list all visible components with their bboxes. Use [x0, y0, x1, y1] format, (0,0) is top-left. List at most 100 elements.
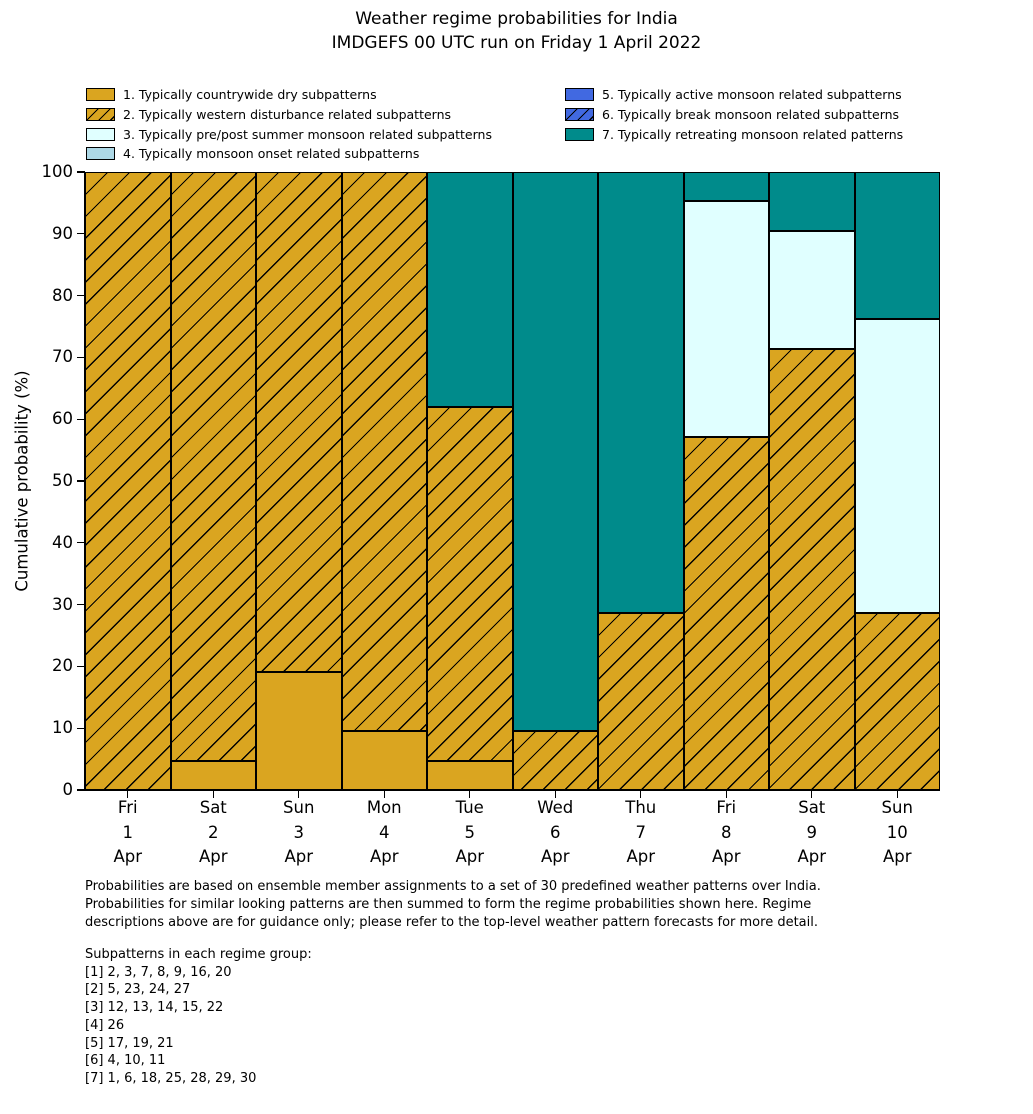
legend-swatch-regime-5 — [565, 88, 594, 102]
bar-segment-day1-regime-2 — [85, 172, 171, 790]
chart-title-line-1: Weather regime probabilities for India — [355, 9, 678, 29]
y-tick-label-20: 20 — [52, 656, 73, 676]
legend-swatch-regime-7 — [565, 127, 594, 141]
bar-segment-day5-regime-2 — [427, 407, 513, 761]
legend-swatch-regime-3 — [86, 127, 115, 141]
legend-column-right: 5. Typically active monsoon related subp… — [565, 85, 903, 144]
legend-swatch-regime-4 — [86, 147, 115, 161]
chart-title-line-2: IMDGEFS 00 UTC run on Friday 1 April 202… — [331, 33, 702, 53]
x-tick-tue-5 — [469, 791, 471, 798]
legend-item-regime-3: 3. Typically pre/post summer monsoon rel… — [86, 124, 492, 144]
y-tick-60 — [77, 418, 85, 420]
y-tick-70 — [77, 356, 85, 359]
bar-segment-day9-regime-3 — [769, 230, 855, 349]
y-tick-label-40: 40 — [52, 532, 73, 552]
x-tick-label-tue-5: Tue 5 Apr — [455, 798, 485, 866]
legend-label-regime-1: 1. Typically countrywide dry subpatterns — [123, 87, 377, 103]
bar-segment-day8-regime-2 — [683, 436, 769, 790]
y-tick-label-50: 50 — [52, 471, 73, 490]
subpattern-group-5: [5] 17, 19, 21 — [85, 1035, 174, 1051]
x-tick-sat-2 — [212, 791, 214, 798]
bar-segment-day8-regime-7 — [683, 172, 769, 202]
bar-segment-day9-regime-7 — [769, 172, 855, 231]
footnote-line-3: descriptions above are for guidance only… — [85, 915, 818, 930]
legend-swatch-regime-2 — [86, 108, 115, 122]
subpattern-group-6: [6] 4, 10, 11 — [85, 1053, 166, 1069]
y-tick-label-10: 10 — [52, 718, 73, 738]
x-tick-wed-6 — [554, 791, 556, 798]
x-tick-fri-1 — [127, 791, 129, 798]
y-tick-label-80: 80 — [52, 285, 73, 305]
legend-label-regime-5: 5. Typically active monsoon related subp… — [602, 87, 902, 103]
bar-segment-day5-regime-7 — [427, 172, 513, 408]
legend-item-regime-4: 4. Typically monsoon onset related subpa… — [86, 144, 492, 164]
y-tick-40 — [77, 542, 85, 544]
subpattern-group-3: [3] 12, 13, 14, 15, 22 — [85, 1000, 224, 1016]
bar-segment-day6-regime-2 — [512, 731, 598, 790]
y-tick-label-90: 90 — [52, 223, 73, 243]
bar-segment-day7-regime-2 — [598, 613, 684, 790]
legend-label-regime-6: 6. Typically break monsoon related subpa… — [602, 107, 900, 123]
legend-item-regime-7: 7. Typically retreating monsoon related … — [565, 124, 903, 144]
x-tick-label-wed-6: Wed 6 Apr — [537, 798, 574, 866]
y-tick-label-0: 0 — [62, 780, 74, 799]
bar-segment-day3-regime-2 — [256, 172, 342, 673]
y-tick-50 — [77, 480, 85, 482]
y-tick-30 — [77, 603, 85, 606]
subpatterns-heading: Subpatterns in each regime group: — [85, 947, 312, 962]
legend-label-regime-3: 3. Typically pre/post summer monsoon rel… — [123, 126, 492, 142]
legend-item-regime-2: 2. Typically western disturbance related… — [86, 105, 492, 125]
y-tick-label-30: 30 — [52, 594, 73, 614]
footnote-line-1: Probabilities are based on ensemble memb… — [85, 879, 821, 894]
bar-segment-day3-regime-1 — [256, 672, 342, 790]
y-tick-90 — [77, 233, 85, 235]
legend-swatch-regime-6 — [565, 108, 594, 122]
bar-segment-day6-regime-7 — [512, 172, 598, 732]
bar-segment-day2-regime-1 — [170, 760, 256, 790]
y-tick-100 — [77, 171, 85, 173]
x-tick-mon-4 — [383, 791, 385, 798]
x-tick-label-mon-4: Mon 4 Apr — [366, 798, 402, 866]
bar-segment-day10-regime-3 — [854, 319, 940, 614]
bar-segment-day8-regime-3 — [683, 201, 769, 437]
subpattern-group-7: [7] 1, 6, 18, 25, 28, 29, 30 — [85, 1070, 257, 1086]
footnote-line-2: Probabilities for similar looking patter… — [85, 897, 812, 912]
x-tick-sun-3 — [298, 791, 300, 798]
subpattern-group-1: [1] 2, 3, 7, 8, 9, 16, 20 — [85, 964, 232, 980]
legend-item-regime-5: 5. Typically active monsoon related subp… — [565, 85, 903, 105]
y-tick-label-100: 100 — [41, 162, 74, 181]
legend-label-regime-4: 4. Typically monsoon onset related subpa… — [123, 146, 420, 162]
x-tick-sun-10 — [896, 791, 898, 798]
bar-segment-day10-regime-2 — [854, 613, 940, 790]
x-tick-label-sun-3: Sun 3 Apr — [283, 798, 315, 866]
x-tick-label-sat-9: Sat 9 Apr — [797, 798, 827, 866]
y-tick-20 — [77, 665, 85, 668]
legend-label-regime-2: 2. Typically western disturbance related… — [123, 107, 452, 123]
subpatterns-list: Subpatterns in each regime group: [1] 2,… — [85, 946, 312, 1088]
x-tick-label-fri-8: Fri 8 Apr — [711, 798, 741, 866]
subpattern-group-2: [2] 5, 23, 24, 27 — [85, 982, 191, 998]
y-tick-label-70: 70 — [52, 347, 73, 367]
legend-label-regime-7: 7. Typically retreating monsoon related … — [602, 126, 904, 142]
x-tick-sat-9 — [811, 791, 813, 798]
x-tick-label-fri-1: Fri 1 Apr — [113, 798, 143, 866]
footnote: Probabilities are based on ensemble memb… — [85, 878, 821, 932]
legend-item-regime-1: 1. Typically countrywide dry subpatterns — [86, 85, 492, 105]
bar-segment-day2-regime-2 — [170, 172, 256, 761]
plot-area — [85, 172, 940, 790]
bar-segment-day9-regime-2 — [769, 348, 855, 790]
legend-item-regime-6: 6. Typically break monsoon related subpa… — [565, 105, 903, 125]
y-tick-0 — [77, 789, 85, 791]
bar-segment-day5-regime-1 — [427, 760, 513, 790]
x-tick-fri-8 — [725, 791, 727, 798]
bar-segment-day4-regime-2 — [341, 172, 427, 732]
y-tick-10 — [77, 727, 85, 729]
legend-swatch-regime-1 — [86, 88, 115, 102]
x-axis-spine — [84, 789, 940, 791]
y-tick-label-60: 60 — [52, 409, 73, 429]
legend-column-left: 1. Typically countrywide dry subpatterns… — [86, 85, 492, 164]
x-tick-label-thu-7: Thu 7 Apr — [625, 798, 657, 866]
x-tick-label-sun-10: Sun 10 Apr — [881, 798, 913, 866]
subpattern-group-4: [4] 26 — [85, 1017, 125, 1033]
